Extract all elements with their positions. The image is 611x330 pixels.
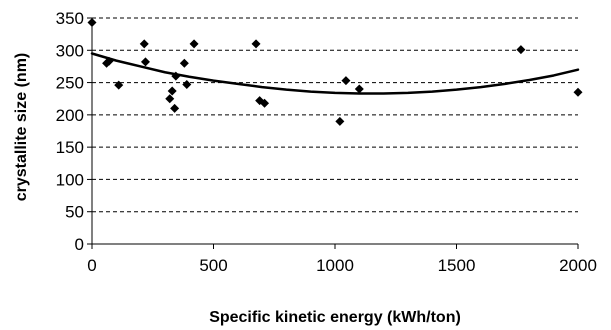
data-point — [341, 76, 351, 86]
data-point — [516, 45, 526, 55]
y-axis-title: crystallite size (nm) — [13, 53, 30, 202]
y-tick-label-250: 250 — [56, 74, 84, 93]
x-axis-title: Specific kinetic energy (kWh/ton) — [209, 309, 461, 326]
data-point — [139, 39, 149, 49]
data-point — [165, 94, 175, 104]
data-point — [260, 98, 270, 108]
x-tick-label-0: 0 — [87, 256, 96, 275]
data-point — [171, 71, 181, 81]
data-point — [251, 39, 261, 49]
axes — [87, 17, 579, 249]
x-tick-label-1500: 1500 — [438, 256, 476, 275]
grid-lines — [92, 17, 578, 213]
data-point — [182, 80, 192, 90]
data-point — [104, 56, 114, 66]
y-tick-label-200: 200 — [56, 106, 84, 125]
data-point — [87, 18, 97, 28]
y-tick-label-100: 100 — [56, 170, 84, 189]
x-tick-label-500: 500 — [199, 256, 227, 275]
y-tick-label-50: 50 — [65, 203, 84, 222]
y-tick-label-150: 150 — [56, 138, 84, 157]
data-point — [189, 39, 199, 49]
data-point — [170, 103, 180, 113]
data-points — [87, 18, 583, 126]
y-tick-label-300: 300 — [56, 41, 84, 60]
x-tick-label-1000: 1000 — [316, 256, 354, 275]
x-tick-label-2000: 2000 — [559, 256, 597, 275]
tick-labels: 0 50 100 150 200 250 300 350 0 500 1000 1500 2000 — [56, 9, 597, 275]
data-point — [335, 116, 345, 126]
y-tick-label-350: 350 — [56, 9, 84, 28]
data-point — [179, 58, 189, 68]
data-point — [114, 80, 124, 90]
data-point — [354, 84, 364, 94]
data-point — [140, 57, 150, 67]
data-point — [167, 86, 177, 96]
data-point — [573, 87, 583, 97]
trendline — [90, 52, 580, 95]
trendline-layer — [90, 52, 580, 95]
y-tick-label-0: 0 — [75, 235, 84, 254]
